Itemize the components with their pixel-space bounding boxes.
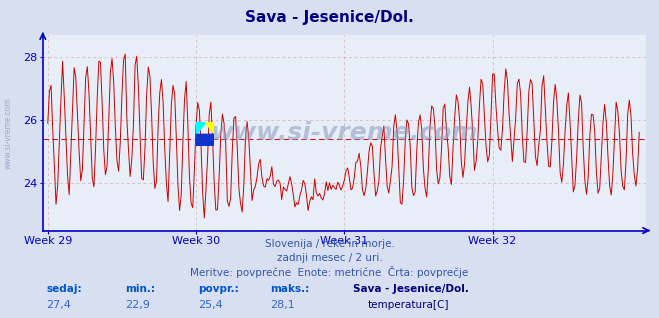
Text: maks.:: maks.: <box>270 284 310 294</box>
Text: sedaj:: sedaj: <box>46 284 82 294</box>
Polygon shape <box>196 122 205 134</box>
Polygon shape <box>196 134 214 146</box>
Polygon shape <box>205 122 214 134</box>
Text: Sava - Jesenice/Dol.: Sava - Jesenice/Dol. <box>353 284 469 294</box>
Text: 27,4: 27,4 <box>46 300 71 309</box>
Text: 22,9: 22,9 <box>125 300 150 309</box>
Text: www.si-vreme.com: www.si-vreme.com <box>3 98 13 169</box>
Text: zadnji mesec / 2 uri.: zadnji mesec / 2 uri. <box>277 253 382 263</box>
Text: Slovenija / reke in morje.: Slovenija / reke in morje. <box>264 239 395 249</box>
Text: 28,1: 28,1 <box>270 300 295 309</box>
Text: min.:: min.: <box>125 284 156 294</box>
Text: Meritve: povprečne  Enote: metrične  Črta: povprečje: Meritve: povprečne Enote: metrične Črta:… <box>190 266 469 279</box>
Text: temperatura[C]: temperatura[C] <box>368 300 449 309</box>
Text: Sava - Jesenice/Dol.: Sava - Jesenice/Dol. <box>245 10 414 25</box>
Text: 25,4: 25,4 <box>198 300 223 309</box>
Text: www.si-vreme.com: www.si-vreme.com <box>211 121 478 145</box>
Text: povpr.:: povpr.: <box>198 284 239 294</box>
Polygon shape <box>196 134 214 146</box>
